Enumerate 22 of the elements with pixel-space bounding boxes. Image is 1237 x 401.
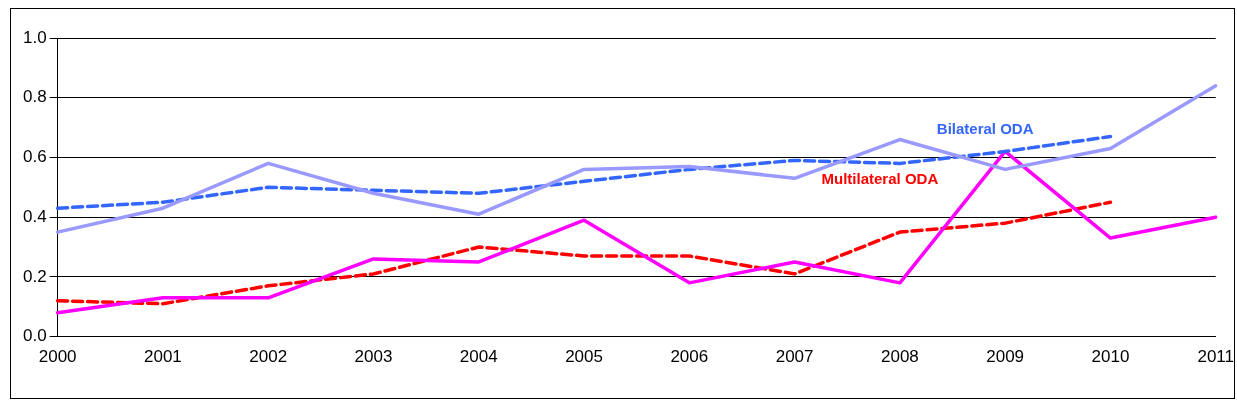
- series-label: Bilateral ODA: [936, 120, 1034, 138]
- y-tick-label: 0.4: [22, 206, 47, 226]
- x-tick-label: 2005: [565, 347, 603, 367]
- x-tick-label: 2004: [459, 347, 498, 367]
- x-tick-label: 2008: [880, 347, 919, 367]
- x-tick-label: 2007: [775, 347, 814, 367]
- line-series: [55, 200, 1113, 306]
- y-tick-label: 0.2: [22, 266, 47, 286]
- y-tick-label: 0.6: [22, 147, 47, 167]
- x-tick-label: 2009: [986, 347, 1025, 367]
- y-tick-label: 0.0: [22, 326, 47, 346]
- y-tick-label: 0.8: [22, 87, 47, 107]
- y-tick-label: 1.0: [22, 27, 47, 47]
- text: Multilateral ODA: [821, 169, 939, 187]
- line-series: [55, 134, 1113, 210]
- x-tick-label: 2002: [249, 347, 288, 367]
- x-tick-label: 2011: [1197, 347, 1234, 367]
- x-tick-label: 2003: [354, 347, 393, 367]
- x-tick-label: 2000: [38, 347, 77, 367]
- x-tick-label: 2010: [1091, 347, 1130, 367]
- x-tick-label: 2006: [670, 347, 709, 367]
- x-tick-label: 2001: [144, 347, 182, 367]
